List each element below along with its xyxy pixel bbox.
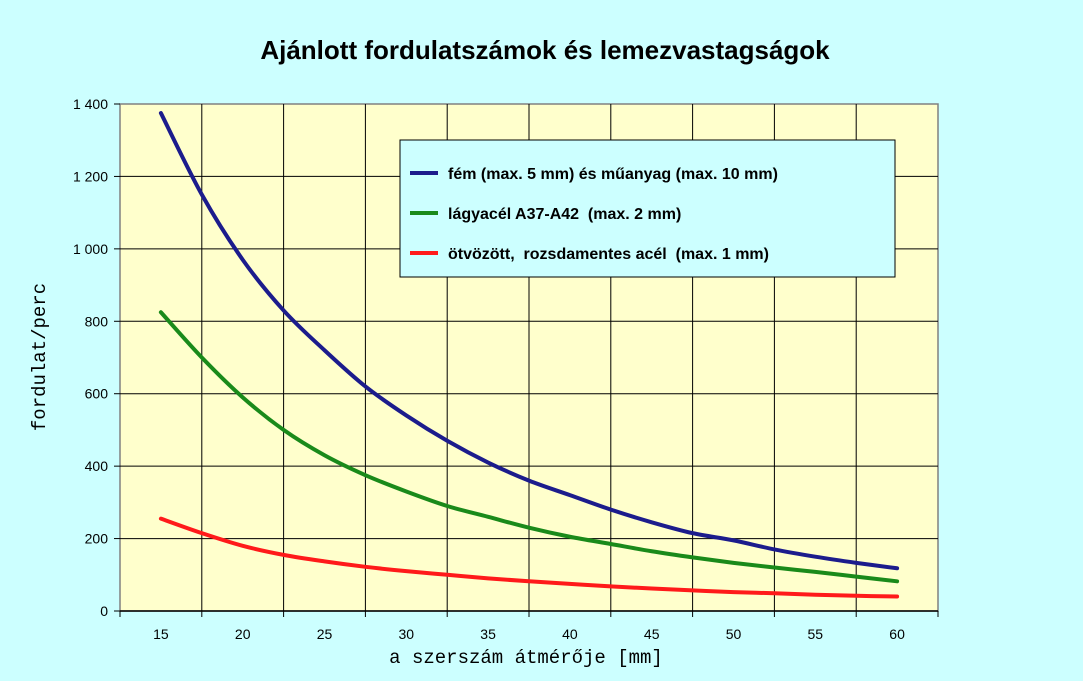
y-tick-label: 0	[100, 603, 108, 619]
y-tick-label: 800	[85, 313, 109, 329]
x-axis-ticks: 15 20 25 30 35 40 45 50 55 60	[119, 611, 939, 642]
series-line-3	[158, 516, 900, 599]
x-tick-label: 60	[889, 626, 905, 642]
legend: fém (max. 5 mm) és műanyag (max. 10 mm) l…	[399, 139, 896, 278]
y-tick-label: 1 000	[73, 241, 108, 257]
x-tick-label: 15	[153, 626, 169, 642]
y-tick-label: 400	[85, 458, 109, 474]
x-tick-label: 25	[317, 626, 333, 642]
x-tick-label: 45	[644, 626, 660, 642]
y-axis-label: fordulat/perc	[29, 283, 51, 431]
y-axis-ticks: 0 200 400 600 800 1 000 1 200 1 400	[73, 96, 120, 619]
series-line-2	[158, 310, 900, 584]
legend-label: lágyacél A37-A42 (max. 2 mm)	[448, 206, 681, 223]
y-tick-label: 1 200	[73, 168, 108, 184]
x-tick-label: 20	[235, 626, 251, 642]
series-line-1	[158, 111, 900, 571]
y-tick-label: 1 400	[73, 96, 108, 112]
x-tick-label: 30	[399, 626, 415, 642]
y-tick-label: 200	[85, 531, 109, 547]
series-lines	[158, 111, 900, 599]
legend-label: ötvözött, rozsdamentes acél (max. 1 mm)	[448, 246, 769, 263]
y-tick-label: 600	[85, 386, 109, 402]
x-tick-label: 50	[726, 626, 742, 642]
legend-box	[399, 139, 896, 278]
legend-label: fém (max. 5 mm) és műanyag (max. 10 mm)	[448, 166, 778, 183]
x-tick-label: 40	[562, 626, 578, 642]
x-axis-label: a szerszám átmérője [mm]	[389, 647, 663, 669]
x-tick-label: 55	[808, 626, 824, 642]
chart-title: Ajánlott fordulatszámok és lemezvastagsá…	[260, 35, 830, 65]
x-tick-label: 35	[480, 626, 496, 642]
